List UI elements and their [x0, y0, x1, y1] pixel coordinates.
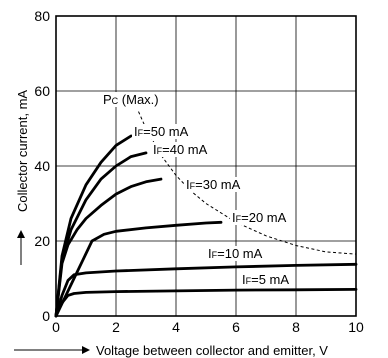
x-axis-arrow [14, 346, 90, 354]
tick-labels: 0 2 4 6 8 10 0 20 40 60 80 [34, 8, 364, 335]
x-tick-label: 6 [232, 319, 240, 335]
series-line-4 [54, 262, 358, 318]
y-tick-label: 40 [34, 158, 50, 174]
series-label-2: IF=30 mA [186, 177, 241, 192]
series-label-3: IF=20 mA [232, 210, 287, 225]
y-tick-label: 60 [34, 83, 50, 99]
y-tick-label: 0 [42, 308, 50, 324]
x-tick-label: 0 [52, 319, 60, 335]
series-line-2 [54, 177, 163, 318]
grid [56, 16, 356, 316]
series-line-3 [54, 220, 223, 318]
y-tick-label: 20 [34, 233, 50, 249]
series-label-2-bg [184, 177, 243, 192]
series-line-5 [54, 287, 358, 318]
x-tick-label: 10 [348, 319, 364, 335]
pc-max-label-bg [101, 92, 161, 107]
y-axis-label: Collector current, mA [15, 90, 30, 212]
plot-frame [55, 15, 357, 317]
series-label-5-bg [240, 272, 292, 287]
x-axis-label: Voltage between collector and emitter, V [96, 343, 328, 358]
curve-labels: IF=50 mA IF=40 mA IF=30 mA IF=20 mA IF=10 mA… [101, 92, 292, 287]
series-label-3-bg [230, 210, 289, 225]
y-tick-label: 80 [34, 8, 50, 24]
series-label-0-bg [132, 124, 191, 139]
series-label-0: IF=50 mA [134, 124, 189, 139]
x-tick-label: 4 [172, 319, 180, 335]
series-label-5: IF=5 mA [242, 272, 289, 287]
x-tick-label: 8 [292, 319, 300, 335]
series-label-4-bg [206, 246, 265, 261]
series-label-1: IF=40 mA [153, 142, 208, 157]
y-axis-arrow [17, 230, 25, 265]
series-label-4: IF=10 mA [208, 246, 263, 261]
series-label-1-bg [151, 142, 210, 157]
curves [54, 111, 358, 318]
pc-max-label: PC (Max.) [103, 92, 159, 107]
x-tick-label: 2 [112, 319, 120, 335]
